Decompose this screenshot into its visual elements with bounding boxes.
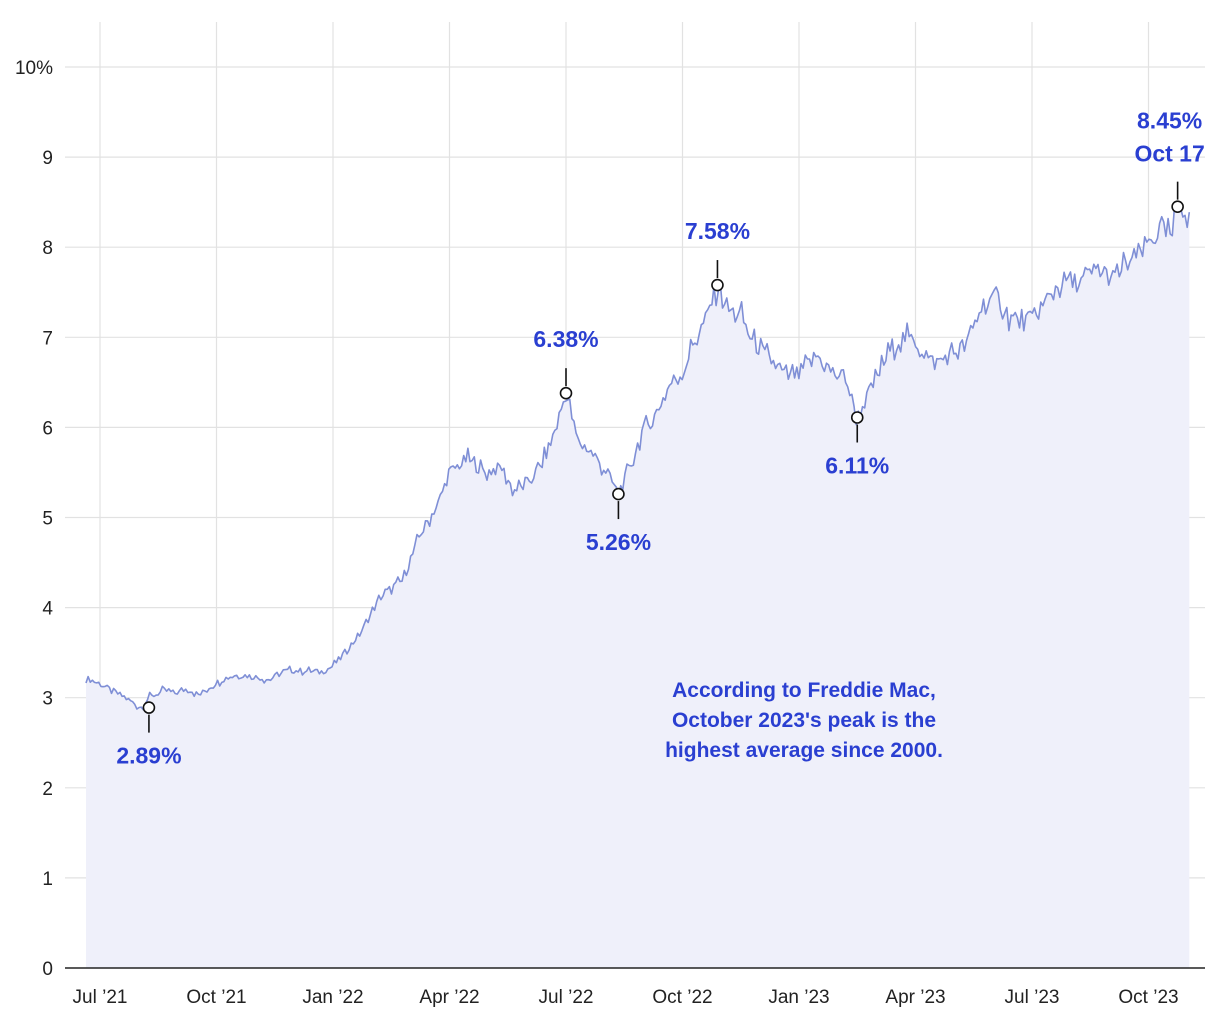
annotation-marker xyxy=(711,278,724,292)
annotation-marker xyxy=(850,411,864,424)
annotation-marker xyxy=(559,386,573,400)
y-tick-label: 0 xyxy=(42,959,53,980)
y-tick-label: 9 xyxy=(42,148,53,169)
tick-labels: 0 1 2 3 4 5 6 7 8 9 10% Jul ’21 Oct ’21 Jan ’22 Apr ’2… xyxy=(15,58,1179,1008)
annotation-marker xyxy=(142,701,156,714)
annotation-label: 8.45% xyxy=(1137,108,1202,134)
annotation-sublabel: Oct 17 xyxy=(1134,141,1204,167)
x-tick-label: Oct ’22 xyxy=(652,987,712,1008)
y-tick-label: 6 xyxy=(42,418,53,439)
x-tick-label: Jul ’21 xyxy=(73,987,128,1008)
x-tick-label: Jan ’23 xyxy=(768,987,829,1008)
note-line: October 2023's peak is the xyxy=(672,709,936,732)
annotation-marker xyxy=(612,487,625,501)
y-tick-label: 5 xyxy=(42,509,53,530)
note-line: According to Freddie Mac, xyxy=(672,679,936,702)
y-tick-label: 4 xyxy=(42,599,53,620)
x-tick-label: Oct ’23 xyxy=(1118,987,1178,1008)
y-tick-label: 10% xyxy=(15,58,53,79)
x-tick-label: Jul ’22 xyxy=(539,987,594,1008)
x-tick-label: Jan ’22 xyxy=(302,987,363,1008)
annotation-label: 6.38% xyxy=(533,326,598,352)
rate-series-line xyxy=(85,203,1191,711)
annotation-label: 2.89% xyxy=(116,743,181,769)
annotations: 2.89% 6.38% 5.26% 7.58% 6.11% 8.45% Oct 17 xyxy=(116,108,1204,769)
y-tick-label: 8 xyxy=(42,238,53,259)
note-line: highest average since 2000. xyxy=(665,739,943,762)
y-tick-label: 2 xyxy=(42,779,53,800)
note-text: According to Freddie Mac, October 2023's … xyxy=(665,679,943,762)
y-tick-label: 7 xyxy=(42,328,53,349)
annotation-label: 6.11% xyxy=(825,452,889,478)
annotation-label: 5.26% xyxy=(586,529,651,555)
y-tick-label: 3 xyxy=(42,689,53,710)
annotation-marker xyxy=(1171,200,1184,213)
area-fill xyxy=(86,204,1190,969)
x-tick-label: Oct ’21 xyxy=(186,987,246,1008)
x-tick-label: Apr ’22 xyxy=(419,987,479,1008)
x-tick-label: Apr ’23 xyxy=(885,987,945,1008)
y-tick-label: 1 xyxy=(42,869,53,890)
annotation-label: 7.58% xyxy=(685,218,750,244)
x-tick-label: Jul ’23 xyxy=(1005,987,1060,1008)
